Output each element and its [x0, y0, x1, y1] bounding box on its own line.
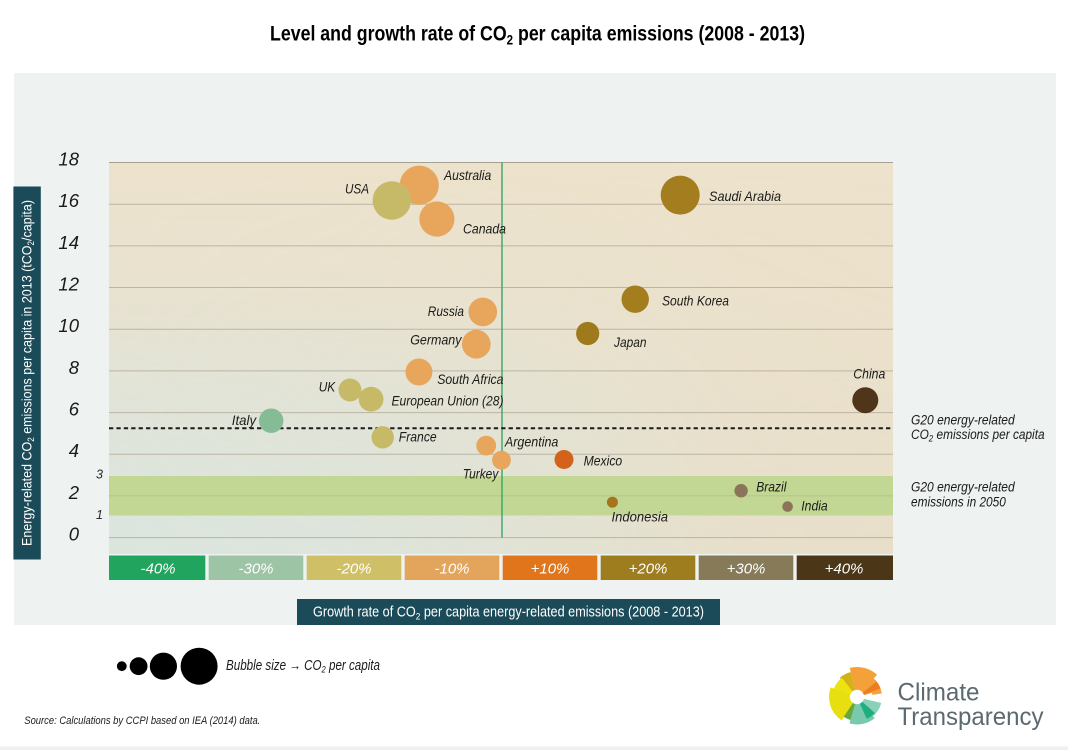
svg-text:CO2 emissions per capita: CO2 emissions per capita: [911, 427, 1045, 444]
svg-text:-40%: -40%: [140, 561, 175, 578]
svg-text:Turkey: Turkey: [463, 466, 499, 482]
svg-text:Source: Calculations by CCPI b: Source: Calculations by CCPI based on IE…: [24, 715, 260, 727]
svg-text:12: 12: [58, 273, 79, 294]
svg-text:France: France: [399, 429, 437, 445]
svg-text:0: 0: [69, 524, 80, 545]
svg-text:10: 10: [58, 315, 79, 336]
svg-text:Canada: Canada: [463, 221, 506, 237]
svg-text:European Union (28): European Union (28): [392, 392, 504, 408]
svg-text:G20 energy-related: G20 energy-related: [911, 412, 1015, 427]
svg-text:1: 1: [96, 508, 103, 522]
svg-text:Energy-related CO2 emissions p: Energy-related CO2 emissions per capita …: [19, 200, 37, 546]
svg-text:-20%: -20%: [336, 561, 371, 578]
svg-text:Australia: Australia: [443, 167, 491, 183]
svg-text:Brazil: Brazil: [756, 478, 787, 494]
svg-text:South Korea: South Korea: [662, 293, 729, 309]
svg-text:Germany: Germany: [410, 332, 462, 348]
svg-text:Saudi Arabia: Saudi Arabia: [709, 188, 781, 204]
svg-text:-30%: -30%: [238, 561, 273, 578]
svg-text:China: China: [853, 366, 885, 382]
svg-text:Italy: Italy: [232, 412, 257, 428]
svg-text:2: 2: [68, 482, 80, 503]
svg-text:Climate: Climate: [898, 679, 980, 707]
svg-text:6: 6: [69, 399, 80, 420]
svg-text:3: 3: [96, 468, 103, 482]
svg-text:Indonesia: Indonesia: [612, 509, 669, 525]
svg-text:Transparency: Transparency: [898, 703, 1044, 731]
svg-text:4: 4: [69, 440, 79, 461]
svg-text:+20%: +20%: [629, 561, 668, 578]
svg-text:South Africa: South Africa: [437, 371, 503, 387]
svg-text:emissions in 2050: emissions in 2050: [911, 494, 1006, 509]
svg-text:14: 14: [58, 232, 79, 253]
svg-text:Level and growth rate of CO2 p: Level and growth rate of CO2 per capita …: [270, 22, 805, 48]
svg-text:18: 18: [58, 148, 79, 169]
svg-text:Russia: Russia: [428, 303, 464, 319]
svg-text:-10%: -10%: [434, 561, 469, 578]
svg-text:India: India: [801, 498, 828, 514]
svg-text:UK: UK: [319, 379, 336, 395]
svg-text:Argentina: Argentina: [504, 433, 559, 449]
svg-text:Growth rate of CO2 per capita: Growth rate of CO2 per capita energy-rel…: [313, 605, 704, 623]
svg-text:Bubble size → CO2 per capita: Bubble size → CO2 per capita: [226, 658, 380, 676]
svg-text:G20 energy-related: G20 energy-related: [911, 480, 1015, 495]
svg-text:+40%: +40%: [825, 561, 864, 578]
svg-text:16: 16: [58, 190, 79, 211]
svg-text:Japan: Japan: [613, 334, 647, 350]
svg-text:8: 8: [69, 357, 80, 378]
svg-text:Mexico: Mexico: [584, 452, 623, 468]
svg-text:USA: USA: [345, 181, 369, 197]
svg-text:+10%: +10%: [531, 561, 570, 578]
svg-text:+30%: +30%: [727, 561, 766, 578]
